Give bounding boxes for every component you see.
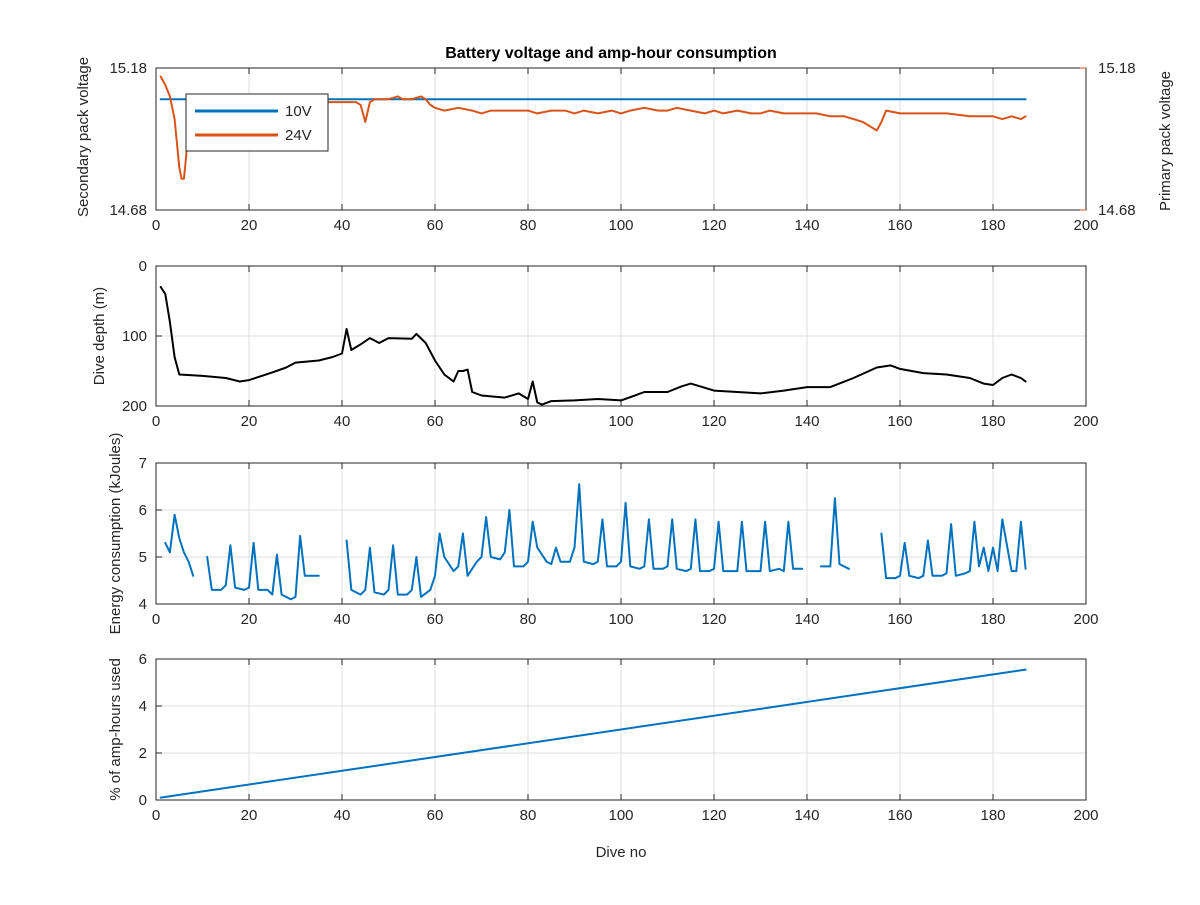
x-tick-label: 160 [887,413,912,430]
x-tick-label: 20 [241,611,258,628]
x-tick-label: 180 [980,413,1005,430]
series-line [159,286,1027,406]
y-tick-label: 100 [122,328,147,345]
x-tick-label: 100 [608,413,633,430]
x-tick-label: 20 [241,413,258,430]
subplot-1: 0 20 40 60 80 100 120 140 160 180 20014.6815.1814.… [75,45,1174,234]
x-tick-label: 200 [1073,413,1098,430]
x-tick-label: 120 [701,217,726,234]
x-tick-label: 80 [520,413,537,430]
x-tick-label: 20 [241,217,258,234]
x-tick-label: 140 [794,217,819,234]
x-tick-label: 140 [794,611,819,628]
x-tick-label: 40 [334,413,351,430]
y-tick-label: 200 [122,398,147,415]
x-tick-label: 180 [980,611,1005,628]
x-tick-label: 20 [241,807,258,824]
y-tick-label: 14.68 [109,202,147,219]
x-tick-label: 140 [794,413,819,430]
legend-box [185,93,329,152]
y-axis-label-left: Secondary pack voltage [75,57,92,217]
y-tick-label: 0 [139,792,147,809]
y-axis-label-right: Primary pack voltage [1157,71,1174,211]
series-line [159,668,1027,799]
subplot-4: 0 20 40 60 80 100 120 140 160 180 200 0 2 4 6 % of amp-… [107,651,1099,861]
x-tick-label: 80 [520,217,537,234]
y-axis-label: Dive depth (m) [91,287,108,385]
x-tick-label: 180 [980,217,1005,234]
x-tick-label: 160 [887,217,912,234]
x-tick-label: 100 [608,217,633,234]
x-tick-label: 200 [1073,611,1098,628]
x-tick-label: 120 [701,413,726,430]
y-tick-label: 6 [139,651,147,668]
x-tick-label: 160 [887,807,912,824]
x-tick-label: 60 [427,807,444,824]
x-tick-label: 0 [152,807,160,824]
grid-lines [155,265,1087,407]
x-tick-label: 120 [701,807,726,824]
series-line [345,483,804,598]
x-axis-label: Dive no [596,844,647,861]
x-tick-label: 80 [520,807,537,824]
x-tick-label: 60 [427,611,444,628]
x-tick-label: 0 [152,413,160,430]
x-tick-label: 100 [608,611,633,628]
x-tick-label: 0 [152,217,160,234]
x-tick-label: 40 [334,611,351,628]
y-tick-label: 5 [139,549,147,566]
y-axis-label: Energy consumption (kJoules) [107,433,124,635]
x-tick-label: 140 [794,807,819,824]
x-tick-label: 40 [334,217,351,234]
y-tick-label: 6 [139,502,147,519]
y-tick-label: 0 [139,258,147,275]
x-tick-label: 200 [1073,807,1098,824]
legend-label: 10V [285,103,312,120]
x-tick-label: 160 [887,611,912,628]
chart-title: Battery voltage and amp-hour consumption [445,45,777,62]
y-tick-label: 15.18 [109,60,147,77]
x-tick-label: 120 [701,611,726,628]
x-tick-label: 200 [1073,217,1098,234]
legend-label: 24V [285,127,312,144]
y-tick-label: 4 [139,596,147,613]
series-line [880,518,1027,580]
y-right-tick-label: 14.68 [1098,202,1136,219]
series-line [819,497,850,570]
y-tick-label: 7 [139,455,147,472]
y-axis-label: % of amp-hours used [107,658,124,801]
x-tick-label: 60 [427,217,444,234]
x-tick-label: 80 [520,611,537,628]
x-tick-label: 180 [980,807,1005,824]
subplot-3: 0 20 40 60 80 100 120 140 160 180 200 4 5 6 7 Energy co… [107,433,1099,635]
x-tick-label: 60 [427,413,444,430]
series-line [206,534,320,601]
y-right-tick-label: 15.18 [1098,60,1136,77]
x-tick-label: 40 [334,807,351,824]
y-tick-label: 2 [139,745,147,762]
series-line [164,513,195,577]
y-tick-label: 4 [139,698,147,715]
subplot-2: 0 20 40 60 80 100 120 140 160 180 200 0 100 200 Dive d… [91,258,1099,430]
x-tick-label: 100 [608,807,633,824]
x-tick-label: 0 [152,611,160,628]
grid-lines [155,462,1087,605]
